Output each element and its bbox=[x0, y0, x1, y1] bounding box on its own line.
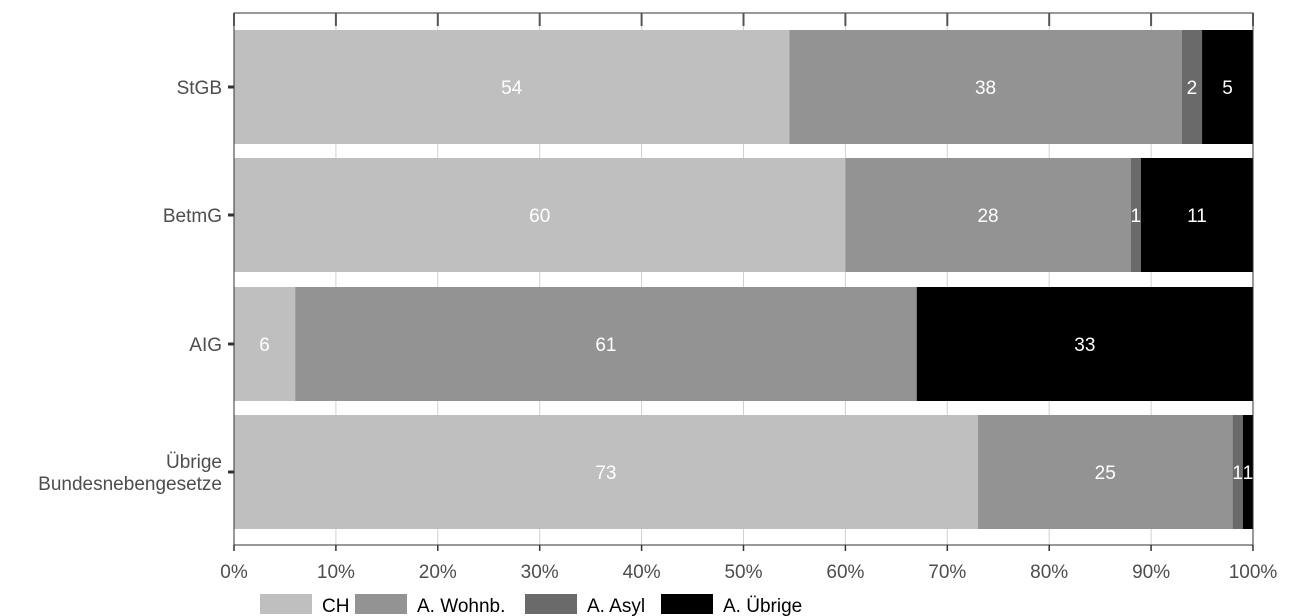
bar-segment bbox=[234, 30, 790, 144]
bar-segment bbox=[1242, 415, 1253, 529]
bar-segment bbox=[1202, 30, 1253, 144]
legend-label: A. Übrige bbox=[723, 596, 802, 616]
x-tick-label: 40% bbox=[623, 562, 661, 583]
data-label: 33 bbox=[1074, 335, 1095, 356]
data-label: 1 bbox=[1243, 463, 1254, 484]
data-label: 28 bbox=[977, 206, 998, 227]
data-label: 38 bbox=[975, 78, 996, 99]
legend-label: CH bbox=[322, 596, 349, 616]
x-tick-label: 30% bbox=[521, 562, 559, 583]
data-label: 1 bbox=[1131, 206, 1142, 227]
x-tick-label: 60% bbox=[826, 562, 864, 583]
x-tick-label: 0% bbox=[220, 562, 248, 583]
legend-swatch bbox=[355, 594, 407, 614]
bar-segment bbox=[1140, 158, 1253, 272]
bar-segment bbox=[234, 158, 846, 272]
x-tick-label: 90% bbox=[1132, 562, 1170, 583]
data-label: 54 bbox=[501, 78, 523, 99]
legend-label: A. Asyl bbox=[587, 596, 645, 616]
x-tick-label: 100% bbox=[1229, 562, 1278, 583]
legend-label: A. Wohnb. bbox=[417, 596, 505, 616]
data-label: 2 bbox=[1187, 78, 1198, 99]
axes: StGB BetmG AIG Übrige Bundesnebengesetze 0% 10… bbox=[38, 12, 1278, 583]
legend-swatch bbox=[260, 594, 312, 614]
x-tick-label: 20% bbox=[419, 562, 457, 583]
y-tick-label: StGB bbox=[177, 78, 222, 99]
data-label: 6 bbox=[259, 335, 270, 356]
bar-segment bbox=[845, 158, 1131, 272]
x-tick-label: 10% bbox=[317, 562, 355, 583]
legend-swatch bbox=[525, 594, 577, 614]
data-label: 61 bbox=[595, 335, 616, 356]
y-tick-label: BetmG bbox=[163, 206, 222, 227]
x-tick-label: 80% bbox=[1030, 562, 1068, 583]
data-label: 11 bbox=[1187, 206, 1207, 227]
bar-segment bbox=[916, 287, 1253, 401]
y-tick-label: Übrige Bundesnebengesetze bbox=[38, 452, 222, 495]
bar-segment bbox=[1181, 30, 1203, 144]
x-tick-label: 50% bbox=[724, 562, 762, 583]
y-tick-label: AIG bbox=[189, 335, 222, 356]
bar-segment bbox=[789, 30, 1182, 144]
bars bbox=[234, 30, 1253, 529]
data-label: 73 bbox=[595, 463, 616, 484]
bar-segment bbox=[977, 415, 1233, 529]
bar-segment bbox=[295, 287, 917, 401]
bar-segment bbox=[234, 415, 978, 529]
bar-segment bbox=[1232, 415, 1243, 529]
legend: CH A. Wohnb. A. Asyl A. Übrige bbox=[260, 594, 802, 616]
data-label: 5 bbox=[1222, 78, 1233, 99]
bar-segment bbox=[1130, 158, 1141, 272]
x-tick-label: 70% bbox=[928, 562, 966, 583]
data-label: 25 bbox=[1095, 463, 1116, 484]
legend-swatch bbox=[661, 594, 713, 614]
data-label: 1 bbox=[1232, 463, 1243, 484]
data-label: 60 bbox=[529, 206, 550, 227]
bar-segment bbox=[234, 287, 296, 401]
